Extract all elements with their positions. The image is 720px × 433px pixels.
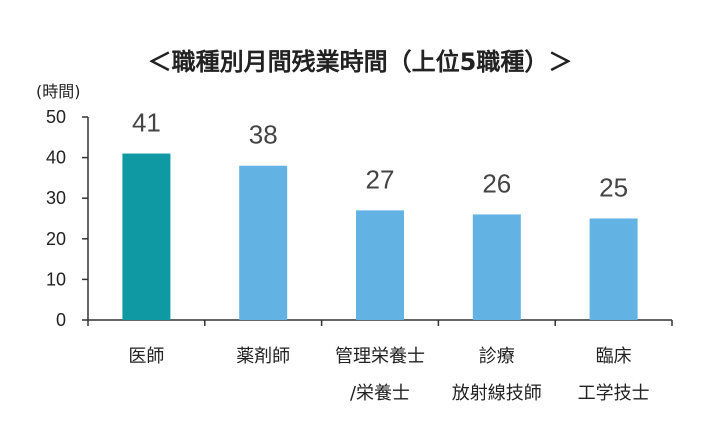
x-category-label: 医師 — [128, 346, 164, 367]
bar — [356, 210, 404, 320]
data-label: 41 — [132, 108, 161, 138]
data-label: 26 — [482, 168, 511, 198]
data-label: 27 — [366, 164, 395, 194]
data-label: 38 — [249, 120, 278, 150]
y-tick-label: 50 — [46, 107, 66, 127]
y-axis-unit-label: (時間) — [36, 82, 81, 101]
x-category-label: 診療 — [479, 346, 515, 367]
x-category-label: /栄養士 — [350, 383, 410, 404]
y-tick-label: 30 — [46, 188, 66, 208]
bar — [122, 153, 171, 320]
x-category-label: 工学技士 — [578, 383, 650, 404]
x-category-label: 臨床 — [596, 346, 632, 367]
x-category-label: 放射線技師 — [452, 383, 542, 404]
y-tick-label: 0 — [56, 310, 66, 330]
bar — [472, 214, 521, 320]
y-tick-label: 20 — [46, 229, 66, 249]
x-category-label: 管理栄養士 — [335, 346, 425, 367]
y-tick-label: 40 — [46, 148, 66, 168]
y-tick-label: 10 — [46, 269, 66, 289]
bar — [589, 218, 638, 320]
chart-title: ＜職種別月間残業時間（上位5職種）＞ — [148, 48, 573, 76]
plot-area: 0 10 20 30 40 50 41 医師 38 薬剤師 27 管理栄養士/栄養士 26 診療放射線技師… — [46, 107, 673, 404]
bar — [239, 165, 288, 320]
x-category-label: 薬剤師 — [236, 346, 290, 367]
data-label: 25 — [599, 173, 628, 203]
